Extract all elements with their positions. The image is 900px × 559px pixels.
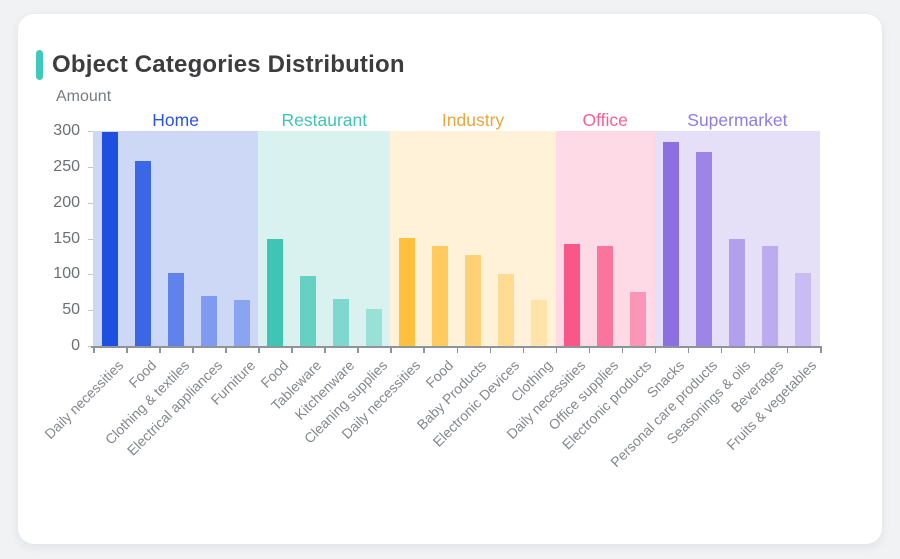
x-axis-tick <box>720 348 723 353</box>
bar-industry-electronic-devices <box>498 274 515 346</box>
card-header: Object Categories Distribution <box>36 50 405 80</box>
y-axis-tick-label: 200 <box>53 193 80 211</box>
x-axis-tick <box>423 348 425 353</box>
y-axis-tick <box>88 202 93 204</box>
bar-industry-clothing <box>531 300 548 346</box>
x-axis-tick <box>357 348 359 353</box>
bar-home-clothing-textiles <box>167 272 184 346</box>
bar-home-electrical-appliances <box>200 295 217 346</box>
bar-office-daily-necessities <box>564 244 581 346</box>
y-axis-tick-label: 0 <box>71 337 80 354</box>
title-accent-bar <box>36 50 43 80</box>
y-axis-tick-label: 100 <box>53 265 80 283</box>
bar-restaurant-tableware <box>299 276 316 346</box>
y-axis-tick <box>88 346 93 347</box>
y-axis-tick <box>88 274 93 276</box>
x-axis-tick <box>753 348 756 353</box>
bar-supermarket-fruits-vegetables <box>795 272 812 346</box>
y-axis-tick-label: 250 <box>53 157 80 175</box>
bar-home-daily-necessities <box>101 131 118 346</box>
bar-supermarket-personal-care-products <box>696 151 713 346</box>
bar-restaurant-food <box>266 239 283 346</box>
y-axis-tick <box>88 131 93 132</box>
x-axis-tick <box>786 348 789 353</box>
bar-industry-daily-necessities <box>398 237 415 346</box>
bar-office-electronic-products <box>630 292 647 346</box>
bar-home-furniture <box>233 300 250 346</box>
x-axis-tick <box>489 348 492 353</box>
amount-axis-label: Amount <box>56 88 112 105</box>
group-label-home: Home <box>152 110 199 130</box>
x-axis-tick <box>159 348 161 353</box>
x-axis-tick <box>687 348 690 353</box>
bar-restaurant-kitchenware <box>332 298 349 346</box>
bar-supermarket-snacks <box>663 141 680 346</box>
group-label-office: Office <box>582 110 628 130</box>
x-axis-tick <box>654 348 657 353</box>
bar-restaurant-cleaning-supplies <box>365 308 382 346</box>
group-label-industry: Industry <box>441 110 505 130</box>
x-axis-tick <box>390 348 392 353</box>
x-axis-tick <box>522 348 525 353</box>
x-axis-tick <box>588 348 591 353</box>
bar-industry-baby-products <box>465 254 482 346</box>
y-axis-tick-label: 50 <box>62 301 80 319</box>
x-axis-tick <box>820 348 822 353</box>
x-axis-tick <box>126 348 128 353</box>
group-label-supermarket: Supermarket <box>687 110 788 130</box>
bar-home-food <box>134 161 151 346</box>
x-axis-tick <box>258 348 260 353</box>
x-axis-tick <box>621 348 624 353</box>
x-axis-line <box>91 346 822 348</box>
y-axis-tick-label: 150 <box>53 229 80 247</box>
bar-supermarket-seasonings-oils <box>729 239 746 346</box>
y-axis-tick <box>88 166 93 168</box>
y-axis-tick <box>88 310 93 312</box>
bar-industry-food <box>431 245 448 346</box>
bar-chart: 0 50 100 150 200 250 300 Home Daily necessities F… <box>18 14 882 544</box>
y-axis-tick-label: 300 <box>53 122 80 139</box>
x-axis-tick <box>192 348 194 353</box>
x-axis-tick <box>93 348 95 353</box>
x-axis-tick <box>324 348 326 353</box>
x-axis-tick <box>291 348 293 353</box>
page-title: Object Categories Distribution <box>52 51 405 78</box>
x-axis-tick <box>225 348 227 353</box>
group-label-restaurant: Restaurant <box>281 110 368 130</box>
bar-supermarket-beverages <box>762 245 779 346</box>
y-axis-tick <box>88 238 93 240</box>
bar-office-office-supplies <box>597 246 614 346</box>
x-axis-tick <box>456 348 458 353</box>
x-axis-tick <box>555 348 558 353</box>
